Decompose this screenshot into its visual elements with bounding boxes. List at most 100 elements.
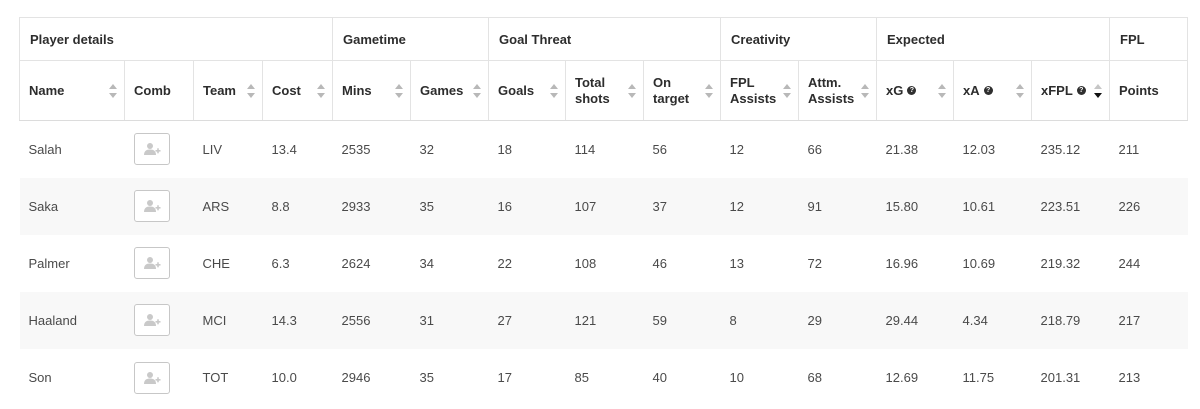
- cell-on-target: 37: [643, 177, 721, 235]
- column-label-comb: Comb: [134, 82, 171, 98]
- column-label-xg-text: xG: [886, 82, 904, 98]
- cell-xg: 29.44: [876, 291, 954, 349]
- cell-cost: 8.8: [262, 177, 333, 235]
- add-player-button[interactable]: [133, 361, 170, 394]
- add-player-button[interactable]: [133, 304, 170, 336]
- sort-icon[interactable]: [1016, 83, 1025, 98]
- column-header-mins[interactable]: Mins: [332, 60, 412, 121]
- cell-mins: 2556: [332, 291, 411, 349]
- player-stats-table: Player details Gametime Goal Threat Crea…: [18, 17, 1189, 407]
- group-header-goal-threat: Goal Threat: [488, 17, 722, 61]
- help-icon[interactable]: ?: [983, 85, 993, 95]
- table-body: Salah LIV 13.4 2535 32 18 114 56 12 66 21.38 12.03 2…: [19, 121, 1188, 407]
- column-header-fpl-assists[interactable]: FPL Assists: [720, 60, 800, 121]
- cell-goals: 16: [488, 177, 566, 235]
- sort-icon[interactable]: [938, 83, 947, 98]
- cell-fpl-assists: 12: [729, 141, 744, 157]
- cell-cost: 10.0: [271, 370, 297, 385]
- cell-fpl-assists: 13: [729, 255, 744, 271]
- column-label-name: Name: [29, 82, 65, 98]
- sort-icon[interactable]: [317, 83, 326, 98]
- group-header-expected: Expected: [876, 17, 1111, 61]
- cell-goals: 18: [497, 141, 512, 157]
- cell-on-target: 40: [652, 370, 667, 385]
- sort-icon[interactable]: [109, 83, 117, 98]
- sort-icon[interactable]: [705, 83, 714, 98]
- column-label-on-target: On target: [653, 74, 690, 106]
- help-icon[interactable]: ?: [1076, 85, 1086, 95]
- group-header-gametime: Gametime: [332, 17, 490, 61]
- cell-fpl-assists: 12: [720, 177, 799, 235]
- column-header-on-target[interactable]: On target: [643, 60, 722, 121]
- cell-total-shots: 108: [574, 255, 597, 271]
- sort-icon[interactable]: [395, 83, 404, 98]
- add-player-button[interactable]: [133, 133, 170, 166]
- cell-points: 226: [1109, 177, 1188, 235]
- column-label-points: Points: [1119, 82, 1159, 98]
- sort-icon[interactable]: [550, 83, 559, 98]
- table-row[interactable]: Salah LIV 13.4 2535 32 18 114 56 12 66 21.38 12.03 2…: [20, 121, 1188, 178]
- cell-comb: [124, 291, 194, 349]
- cell-comb: [125, 349, 194, 407]
- column-header-points[interactable]: Points: [1109, 60, 1189, 121]
- cell-name: Haaland: [19, 291, 125, 349]
- column-header-name[interactable]: Name: [19, 60, 125, 121]
- cell-xa: 11.75: [962, 370, 995, 385]
- cell-points: 211: [1118, 141, 1140, 157]
- cell-attm-assists: 66: [807, 141, 822, 157]
- cell-team: MCI: [193, 291, 263, 349]
- column-label-goals: Goals: [498, 82, 535, 98]
- column-header-xfpl[interactable]: xFPL?: [1031, 60, 1111, 121]
- sort-icon[interactable]: [628, 83, 637, 98]
- cell-xfpl: 235.12: [1040, 141, 1081, 157]
- column-header-attm-assists[interactable]: Attm. Assists: [798, 60, 878, 121]
- cell-xg: 16.96: [885, 255, 919, 271]
- cell-cost: 6.3: [271, 255, 290, 271]
- table-row[interactable]: Palmer CHE 6.3 2624 34 22 108 46 13 72 16.96 10.69 2…: [20, 235, 1188, 292]
- cell-name: Salah: [28, 141, 62, 157]
- add-player-icon: [143, 371, 160, 384]
- column-header-xg[interactable]: xG?: [876, 60, 955, 121]
- cell-points: 213: [1118, 370, 1141, 385]
- sort-icon[interactable]: [783, 83, 792, 98]
- table-row[interactable]: Saka ARS 8.8 2933 35 16 107 37 12 91 15.80 10.61 223…: [19, 177, 1188, 235]
- sort-descending-icon[interactable]: [1094, 83, 1103, 98]
- cell-team: ARS: [193, 177, 263, 235]
- cell-xa: 10.61: [953, 177, 1032, 235]
- cell-points: 244: [1118, 255, 1141, 271]
- cell-goals: 17: [497, 370, 512, 385]
- cell-on-target: 46: [652, 255, 667, 271]
- column-header-total-shots[interactable]: Total shots: [565, 60, 645, 121]
- player-stats-panel: Player details Gametime Goal Threat Crea…: [18, 17, 1189, 407]
- column-header-cost[interactable]: Cost: [261, 60, 334, 121]
- cell-on-target: 59: [643, 291, 721, 349]
- cell-mins: 2946: [341, 370, 371, 385]
- cell-xfpl: 201.31: [1040, 370, 1081, 385]
- sort-icon[interactable]: [473, 83, 482, 98]
- column-header-team[interactable]: Team: [193, 60, 263, 121]
- column-header-goals[interactable]: Goals: [488, 60, 567, 121]
- add-player-button[interactable]: [133, 247, 170, 279]
- table-row[interactable]: Haaland MCI 14.3 2556 31 27 121 59 8 29 29.44 4.34 2…: [19, 291, 1188, 349]
- cell-attm-assists: 29: [798, 291, 877, 349]
- help-icon[interactable]: ?: [907, 85, 917, 95]
- table-row[interactable]: Son TOT 10.0 2946 35 17 85 40 10 68 12.69 11.75 201.…: [20, 349, 1188, 407]
- cell-cost: 14.3: [262, 291, 333, 349]
- column-header-xa[interactable]: xA?: [953, 60, 1033, 121]
- cell-team: CHE: [202, 255, 230, 271]
- cell-goals: 27: [488, 291, 566, 349]
- column-label-cost: Cost: [272, 82, 301, 98]
- cell-xg: 12.69: [885, 370, 919, 385]
- column-header-games[interactable]: Games: [410, 60, 490, 121]
- add-player-button[interactable]: [133, 190, 170, 222]
- sort-icon[interactable]: [247, 83, 255, 98]
- group-header-row: Player details Gametime Goal Threat Crea…: [18, 17, 1189, 61]
- cell-fpl-assists: 10: [729, 370, 744, 385]
- cell-games: 32: [419, 141, 434, 157]
- add-player-icon: [143, 143, 160, 156]
- cell-on-target: 56: [652, 141, 667, 157]
- sort-icon[interactable]: [861, 83, 870, 98]
- column-label-xa-text: xA: [963, 82, 980, 98]
- cell-games: 35: [410, 177, 489, 235]
- cell-name: Son: [28, 370, 52, 385]
